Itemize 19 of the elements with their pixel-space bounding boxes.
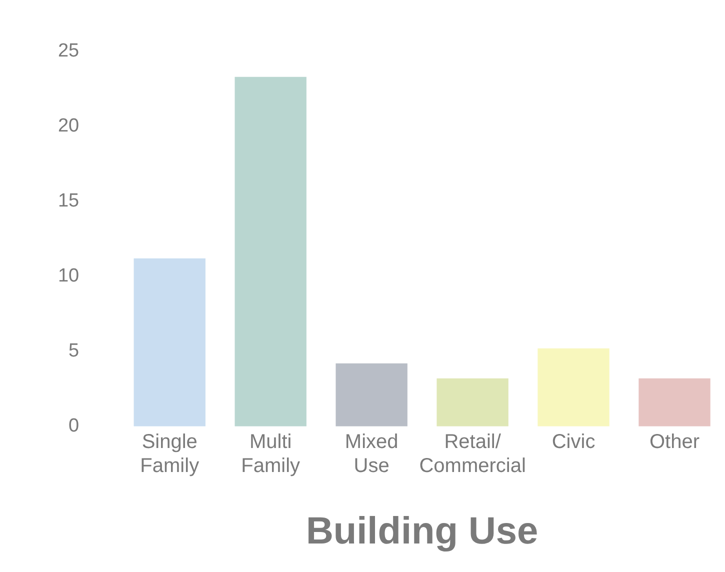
bar bbox=[134, 258, 206, 426]
x-tick-label: Multi Family bbox=[241, 430, 300, 477]
x-tick-label: Civic bbox=[552, 430, 596, 453]
y-tick-label: 0 bbox=[68, 416, 80, 437]
bar bbox=[336, 363, 408, 426]
x-tick-label: Mixed Use bbox=[344, 430, 398, 477]
x-tick-label: Retail/Commercial bbox=[419, 430, 526, 477]
y-tick-label: 5 bbox=[68, 340, 80, 362]
bar bbox=[234, 76, 306, 426]
y-tick-label: 25 bbox=[58, 40, 80, 62]
x-tick-label: Other bbox=[649, 430, 700, 453]
bar bbox=[436, 378, 508, 426]
y-tick-label: 10 bbox=[58, 266, 80, 287]
x-axis-title: Building Use bbox=[306, 510, 538, 553]
y-tick-label: 15 bbox=[58, 190, 80, 212]
bar bbox=[538, 348, 610, 426]
x-tick-label: Single Family bbox=[140, 430, 200, 477]
y-tick-label: 20 bbox=[58, 116, 80, 137]
bar bbox=[638, 378, 710, 426]
